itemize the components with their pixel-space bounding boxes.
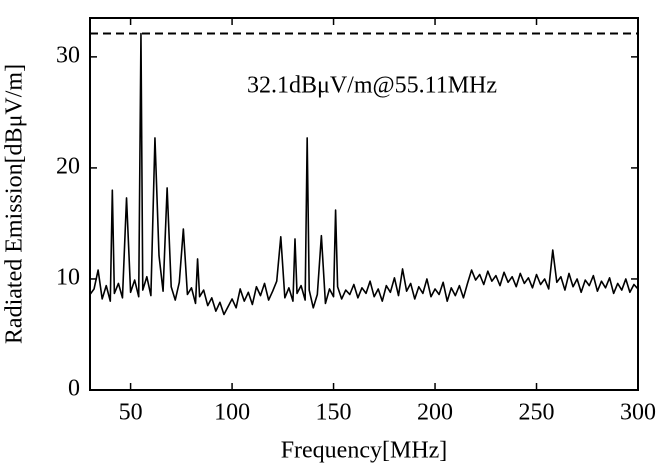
plot-frame xyxy=(89,17,639,391)
x-tick-label: 300 xyxy=(620,400,656,426)
data-line xyxy=(89,32,639,316)
y-tick-label: 20 xyxy=(56,153,80,179)
y-tick-label: 0 xyxy=(68,376,80,402)
y-axis-label: Radiated Emission[dBμV/m] xyxy=(2,64,28,344)
x-tick-label: 250 xyxy=(519,400,555,426)
annotation: 32.1dBμV/m@55.11MHz xyxy=(247,73,497,99)
x-tick-label: 200 xyxy=(417,400,453,426)
x-tick-label: 100 xyxy=(214,400,250,426)
y-tick-label: 10 xyxy=(56,264,80,290)
x-tick-label: 150 xyxy=(316,400,352,426)
x-axis-label: Frequency[MHz] xyxy=(281,438,448,464)
y-tick-label: 30 xyxy=(56,42,80,68)
x-tick-label: 50 xyxy=(119,400,143,426)
